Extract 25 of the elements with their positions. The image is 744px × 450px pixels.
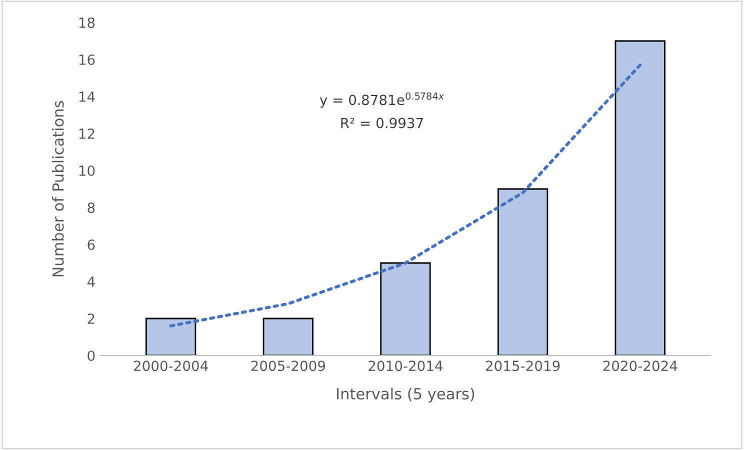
bar bbox=[497, 188, 548, 356]
y-tick-label: 10 bbox=[79, 165, 95, 176]
x-tick-label: 2015-2019 bbox=[486, 360, 560, 372]
y-tick-label: 14 bbox=[79, 92, 95, 102]
x-axis-title: Intervals (5 years) bbox=[337, 388, 474, 402]
x-tick-label: 2010-2014 bbox=[368, 360, 443, 372]
bar bbox=[262, 318, 314, 356]
annotation: R² = 0.9937 bbox=[341, 118, 423, 128]
y-tick-label: 0 bbox=[88, 350, 95, 361]
y-tick-label: 2 bbox=[88, 313, 94, 324]
x-tick-label: 2005-2009 bbox=[251, 360, 326, 372]
x-tick-label: 2000-2004 bbox=[134, 360, 208, 372]
bar bbox=[146, 318, 196, 356]
y-tick-label: 4 bbox=[87, 276, 95, 287]
x-tick-label: 2020-2024 bbox=[603, 360, 678, 372]
y-tick-label: 6 bbox=[88, 239, 95, 250]
bar bbox=[380, 262, 431, 356]
y-tick-label: 16 bbox=[79, 54, 95, 65]
annotation: y = 0.8781e$^{0.5784x}$ bbox=[320, 92, 444, 108]
y-axis-title: Number of Publications bbox=[52, 100, 64, 276]
y-tick-label: 12 bbox=[79, 128, 94, 139]
y-tick-label: 18 bbox=[79, 17, 95, 28]
line-series bbox=[169, 64, 642, 328]
bar bbox=[614, 40, 666, 356]
y-tick-label: 8 bbox=[88, 202, 95, 213]
